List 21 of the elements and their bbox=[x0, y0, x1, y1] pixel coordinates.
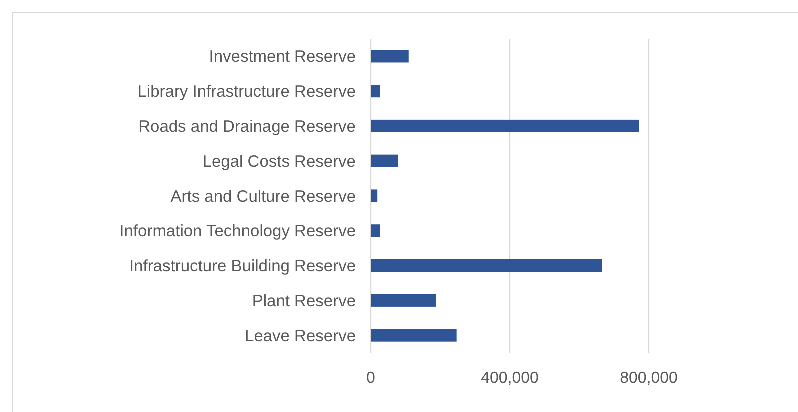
y-tick-label: Leave Reserve bbox=[245, 327, 356, 346]
bar bbox=[371, 190, 378, 202]
bar bbox=[371, 85, 380, 98]
y-tick-label: Infrastructure Building Reserve bbox=[129, 258, 356, 276]
x-tick-label: 400,000 bbox=[481, 370, 540, 387]
bar bbox=[371, 120, 640, 132]
x-tick-label: 0 bbox=[366, 370, 376, 387]
bar bbox=[371, 329, 457, 342]
y-tick-label: Investment Reserve bbox=[209, 48, 356, 66]
y-tick-label: Roads and Drainage Reserve bbox=[138, 118, 356, 136]
x-tick-label: 800,000 bbox=[620, 370, 678, 387]
y-tick-label: Plant Reserve bbox=[252, 292, 356, 310]
y-tick-label: Information Technology Reserve bbox=[120, 222, 356, 241]
y-tick-label: Legal Costs Reserve bbox=[202, 152, 356, 171]
bar bbox=[371, 260, 602, 272]
bar bbox=[371, 294, 436, 307]
bar bbox=[371, 154, 398, 168]
y-tick-label: Arts and Culture Reserve bbox=[170, 188, 356, 206]
bar bbox=[371, 50, 409, 63]
y-tick-label: Library Infrastructure Reserve bbox=[138, 83, 356, 102]
bar bbox=[371, 224, 380, 238]
